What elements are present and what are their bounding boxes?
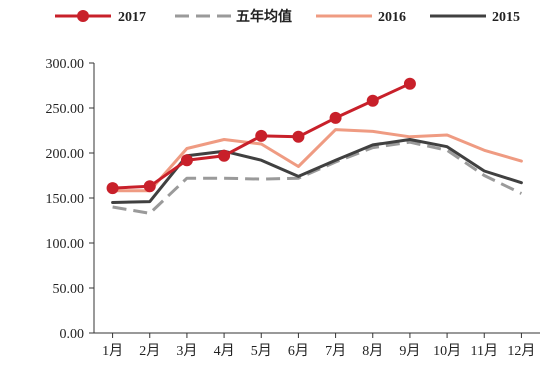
series-0-marker xyxy=(330,112,342,124)
x-tick-label: 7月 xyxy=(325,343,346,359)
x-tick-label: 12月 xyxy=(507,343,535,359)
series-1-line xyxy=(113,142,522,213)
legend-label: 2015 xyxy=(492,10,520,25)
x-tick-label: 6月 xyxy=(288,343,309,359)
series-0-marker xyxy=(292,131,304,143)
series-0-marker xyxy=(404,78,416,90)
series-0-marker xyxy=(367,95,379,107)
x-tick-label: 4月 xyxy=(214,343,235,359)
y-tick-label: 100.00 xyxy=(46,237,85,252)
y-tick-label: 150.00 xyxy=(46,192,85,207)
y-tick-label: 300.00 xyxy=(46,57,85,72)
legend-marker xyxy=(77,10,89,22)
series-0-marker xyxy=(107,182,119,194)
series-0-marker xyxy=(144,180,156,192)
legend-label: 2017 xyxy=(118,10,146,25)
legend: 2017 五年均值 2016 2015 xyxy=(55,8,520,25)
x-tick-label: 5月 xyxy=(251,343,272,359)
x-tick-label: 1月 xyxy=(102,343,123,359)
x-tick-label: 10月 xyxy=(433,343,461,359)
series-0-marker xyxy=(218,150,230,162)
x-tick-label: 9月 xyxy=(399,343,420,359)
series-group xyxy=(107,78,522,214)
y-tick-label: 250.00 xyxy=(46,102,85,117)
series-2-line xyxy=(113,130,522,191)
legend-label: 五年均值 xyxy=(236,8,292,25)
x-tick-label: 2月 xyxy=(139,343,160,359)
y-tick-label: 0.00 xyxy=(60,327,85,342)
x-tick-label: 11月 xyxy=(471,343,498,359)
x-tick-label: 3月 xyxy=(176,343,197,359)
series-0-marker xyxy=(181,154,193,166)
x-tick-label: 8月 xyxy=(362,343,383,359)
series-0-marker xyxy=(255,130,267,142)
legend-label: 2016 xyxy=(378,10,406,25)
y-tick-label: 50.00 xyxy=(53,282,85,297)
y-tick-label: 200.00 xyxy=(46,147,85,162)
